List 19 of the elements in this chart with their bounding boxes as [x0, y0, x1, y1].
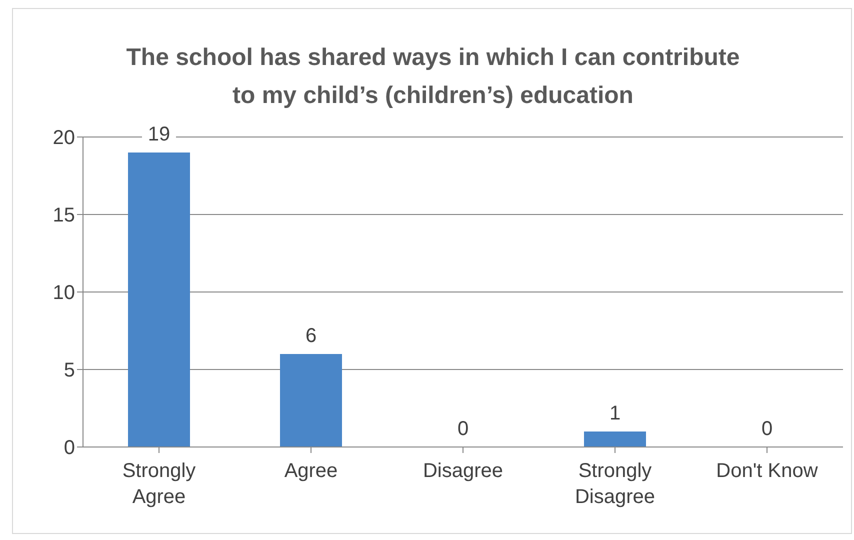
data-label: 0	[457, 418, 469, 440]
data-label: 6	[305, 325, 317, 347]
x-tick-label: Strongly Disagree	[574, 460, 656, 508]
data-label: 0	[761, 418, 773, 440]
y-tick-label: 0	[64, 437, 75, 460]
y-tick-label: 15	[52, 204, 75, 227]
bar	[584, 432, 646, 447]
x-tick-label: Disagree	[422, 460, 504, 482]
bar	[280, 354, 342, 447]
bar	[128, 152, 190, 447]
chart-title: The school has shared ways in which I can contribute to my child’s (children’s) education	[125, 43, 741, 111]
data-label: 19	[148, 124, 170, 146]
y-tick-label: 20	[52, 127, 75, 150]
y-tick-label: 5	[64, 360, 75, 382]
data-label: 1	[609, 402, 621, 424]
x-tick-label: Don't Know	[716, 460, 818, 482]
x-tick-label: Strongly Agree	[122, 460, 196, 508]
x-tick-label: Agree	[284, 460, 338, 482]
y-tick-label: 10	[52, 282, 75, 304]
